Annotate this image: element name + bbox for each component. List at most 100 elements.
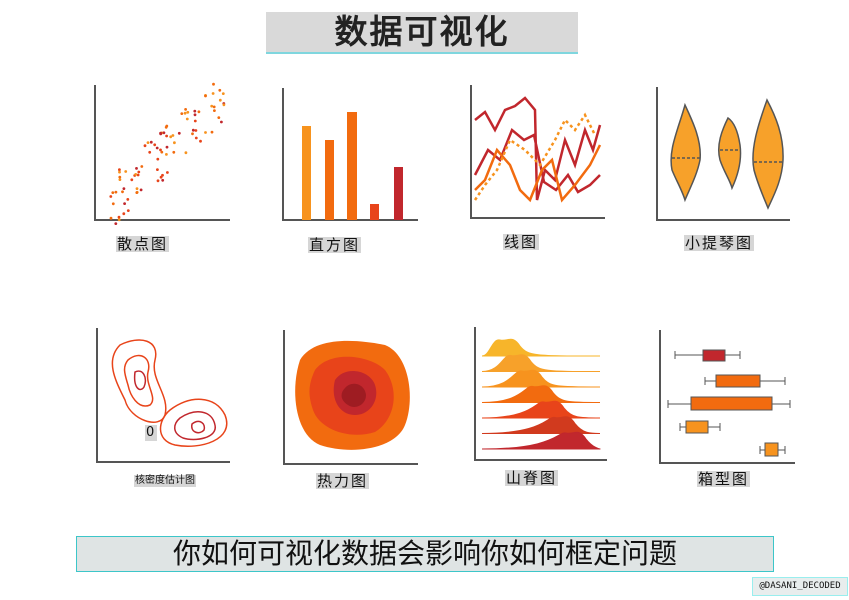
heatmap-axes [283,330,418,465]
scatter-point [148,150,152,154]
scatter-point [135,167,138,170]
scatter-point [135,187,139,191]
scatter-point [134,173,138,176]
scatter-point [114,222,118,226]
ridgeline-axes [474,327,607,461]
scatter-point [117,218,121,222]
scatter-point [135,191,139,195]
scatter-point [165,134,169,138]
scatter-point [114,190,118,194]
scatter-point [212,105,216,109]
scatter-point [204,131,207,134]
box [704,374,786,388]
scatter-point [169,135,173,139]
scatter-point [149,140,153,144]
scatter-point [220,120,223,124]
ridge [481,400,601,419]
violin-axes [656,87,790,221]
scatter-point [184,108,188,111]
bar [302,126,311,220]
bar-chart-bars [302,112,403,220]
scatter-point [159,148,162,152]
watermark: @DASANI_DECODED [752,577,848,596]
ridge [481,369,601,388]
scatter-point [213,109,216,112]
scatter-point [111,202,115,206]
scatter-point [126,209,130,213]
scatter-point [140,165,144,168]
scatter-point [122,212,126,216]
scatter-point [194,129,198,132]
chart-label-line: 线图 [503,233,540,251]
kde-contours [111,339,228,447]
scatter-point [118,170,121,174]
scatter-point [121,190,124,194]
scatter-point [210,104,214,108]
scatter-point [136,173,140,177]
scatter-point [183,111,187,115]
scatter-point [172,150,176,154]
scatter-point [185,117,189,121]
scatter-point [193,109,197,113]
line-axes [470,85,605,219]
chart-label-violin: 小提琴图 [684,234,755,252]
scatter-point [191,132,194,136]
axes [94,85,795,465]
scatter-point [156,168,159,172]
scatter-axes [94,85,230,221]
scatter-point [193,113,197,117]
scatter-point [118,175,122,179]
scatter-point [186,110,190,114]
chart-label-scatter: 散点图 [116,235,170,253]
scatter-point [218,88,222,92]
scatter-point [165,153,168,156]
scatter-point [184,151,188,155]
scatter-point [177,131,181,135]
line [473,112,597,201]
scatter-point [126,198,130,201]
scatter-point [159,175,163,179]
ridgeline-ridges [481,338,601,450]
line [473,127,601,194]
scatter-point [146,141,150,145]
scatter-point [156,157,160,161]
scatter-point [164,125,168,129]
scatter-point [153,143,157,147]
boxplots [667,349,791,457]
scatter-point [162,131,166,135]
scatter-point [222,103,226,107]
ridge [481,338,601,357]
scatter-point [122,187,126,191]
scatter-point [143,144,147,148]
bar [370,204,379,220]
boxplot-axes [659,330,795,464]
line [474,96,602,201]
scatter-point [109,216,113,220]
scatter-point [171,134,175,137]
scatter-point [173,141,176,145]
scatter-point [180,112,184,115]
chart-label-histogram: 直方图 [308,236,362,254]
scatter-point [212,82,215,86]
scatter-points [109,82,226,226]
scatter-point [204,94,207,98]
scatter-point [111,191,115,195]
scatter-point [159,131,163,135]
scatter-point [124,170,128,173]
scatter-point [217,116,221,119]
scatter-point [211,92,215,95]
violins [670,98,784,210]
scatter-point [160,150,164,154]
violin [752,98,784,210]
ridge [481,416,601,434]
scatter-point [165,145,169,149]
line [474,144,602,203]
chart-label-ridgeline: 山脊图 [505,469,559,487]
ridge [481,354,601,372]
ridge [481,431,601,450]
scatter-point [118,168,121,172]
scatter-point [118,178,122,182]
chart-label-kde: 核密度估计图 [134,475,196,487]
ridge [481,385,601,403]
